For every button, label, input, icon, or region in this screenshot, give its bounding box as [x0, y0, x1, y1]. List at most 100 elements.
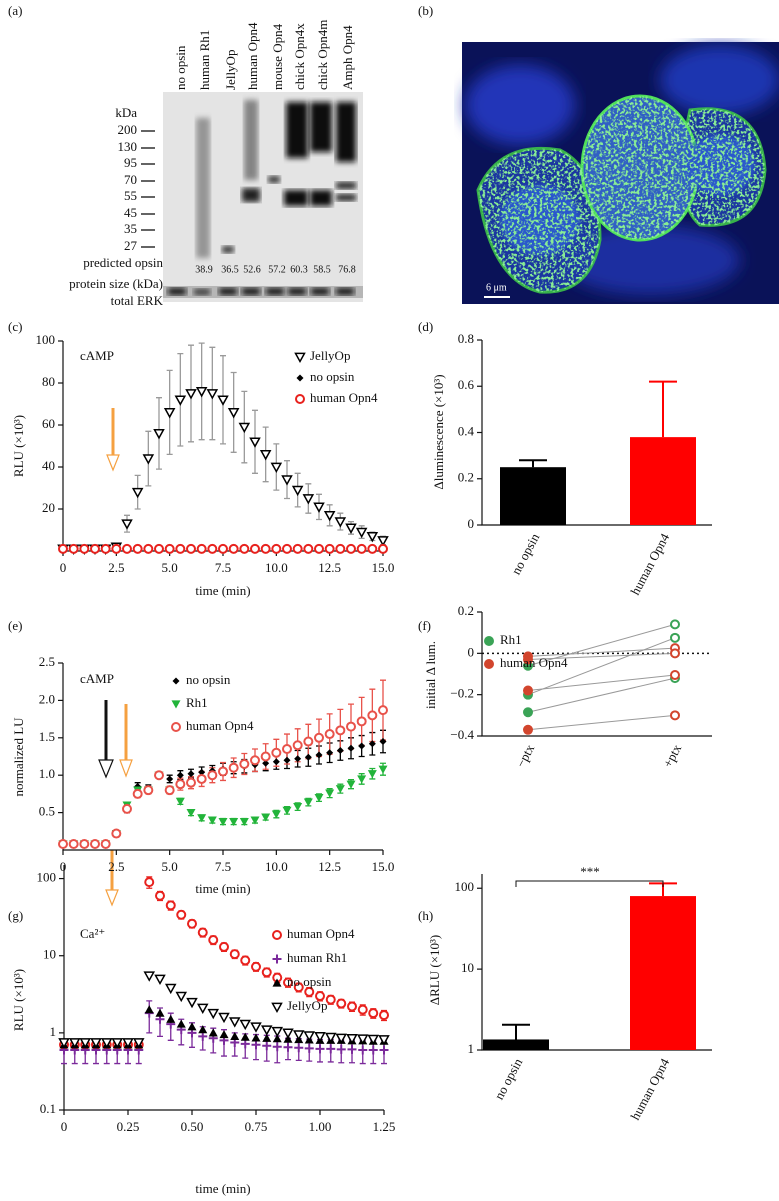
marker	[174, 395, 187, 406]
marker	[325, 994, 336, 1005]
marker	[282, 543, 292, 554]
marker	[378, 1035, 390, 1046]
marker	[326, 1044, 336, 1054]
marker	[79, 543, 90, 554]
x-tick-label: 0	[60, 560, 67, 575]
kda-marker: 95	[124, 155, 137, 170]
y-tick-label: 100	[36, 332, 56, 347]
marker	[336, 998, 347, 1009]
marker	[100, 839, 111, 850]
marker	[272, 1034, 282, 1043]
marker	[260, 751, 271, 762]
marker	[186, 997, 198, 1009]
marker	[154, 770, 164, 781]
legend-label: JellyOp	[310, 348, 350, 363]
legend-label: human Opn4	[186, 718, 254, 733]
marker	[197, 927, 208, 938]
x-tick-label: 5.0	[162, 859, 178, 874]
marker	[100, 1038, 113, 1049]
pair-line	[527, 714, 676, 731]
marker	[153, 429, 165, 440]
x-tick-label: 2.5	[108, 859, 124, 874]
marker	[293, 803, 303, 812]
y-tick-label: 0.1	[40, 1101, 56, 1116]
marker	[175, 797, 185, 806]
marker	[260, 1025, 273, 1036]
marker	[523, 654, 533, 665]
pair-line	[527, 652, 676, 661]
x-tick-label: human Opn4	[627, 530, 672, 597]
pair-line	[527, 677, 676, 713]
marker	[670, 632, 680, 643]
marker	[198, 768, 206, 776]
kda-marker: 130	[118, 139, 138, 154]
marker	[155, 1008, 165, 1017]
x-tick-label: 15.0	[372, 859, 395, 874]
legend-marker	[172, 677, 180, 685]
marker	[314, 543, 324, 554]
marker	[228, 1017, 241, 1028]
western-blot	[163, 92, 363, 302]
marker	[346, 543, 356, 554]
marker	[356, 543, 367, 554]
x-tick-label: 12.5	[318, 859, 341, 874]
marker	[68, 1038, 81, 1049]
bar	[500, 467, 566, 525]
marker	[143, 971, 156, 982]
legend-marker	[272, 954, 282, 964]
marker	[176, 909, 187, 920]
y-tick-label: 1.0	[39, 766, 55, 781]
marker	[313, 502, 325, 513]
x-tick-label: no opsin	[491, 1055, 525, 1102]
marker	[111, 1038, 124, 1049]
legend-label: human Opn4	[310, 390, 378, 405]
marker	[670, 619, 680, 630]
legend-label: human Rh1	[287, 950, 347, 965]
marker	[198, 1031, 208, 1041]
marker	[261, 967, 272, 978]
marker	[377, 536, 389, 547]
y-axis-title: ΔRLU (×10³)	[427, 935, 442, 1006]
y-tick-label: 0.2	[458, 470, 474, 485]
marker	[523, 724, 533, 735]
marker	[283, 756, 291, 764]
legend-label: human Opn4	[287, 926, 355, 941]
legend-marker	[484, 636, 494, 646]
marker	[523, 707, 533, 718]
marker	[378, 543, 388, 554]
marker	[218, 543, 228, 554]
marker	[186, 809, 196, 818]
lane-label: JellyOp	[223, 50, 238, 90]
marker	[368, 740, 376, 748]
x-tick-label: 0.25	[117, 1119, 140, 1134]
marker	[239, 817, 249, 827]
marker	[303, 798, 313, 807]
marker	[197, 814, 207, 823]
legend-label: no opsin	[310, 369, 355, 384]
y-tick-label: 10	[43, 947, 56, 962]
marker	[164, 785, 175, 796]
marker	[90, 543, 100, 554]
y-axis-title: RLU (×10³)	[11, 415, 26, 477]
marker	[304, 1043, 314, 1053]
marker	[324, 729, 335, 740]
marker	[249, 437, 261, 448]
legend-label: no opsin	[287, 974, 332, 989]
marker	[185, 389, 197, 400]
lane-label: chick Opn4x	[292, 23, 307, 90]
y-tick-label: 40	[42, 458, 55, 473]
legend-marker	[484, 659, 494, 669]
marker	[379, 1045, 389, 1055]
marker	[323, 510, 336, 522]
y-axis-title: Δluminescence (×10³)	[431, 374, 446, 489]
marker	[314, 1032, 326, 1043]
legend-marker	[295, 394, 305, 404]
panel-label: (d)	[418, 319, 433, 334]
predicted-size: 38.9	[195, 264, 213, 275]
marker	[196, 1003, 209, 1015]
marker	[356, 1034, 369, 1045]
predicted-label: protein size (kDa)	[69, 276, 163, 291]
marker	[187, 918, 197, 929]
y-tick-label: 80	[42, 374, 55, 389]
marker	[356, 716, 367, 727]
